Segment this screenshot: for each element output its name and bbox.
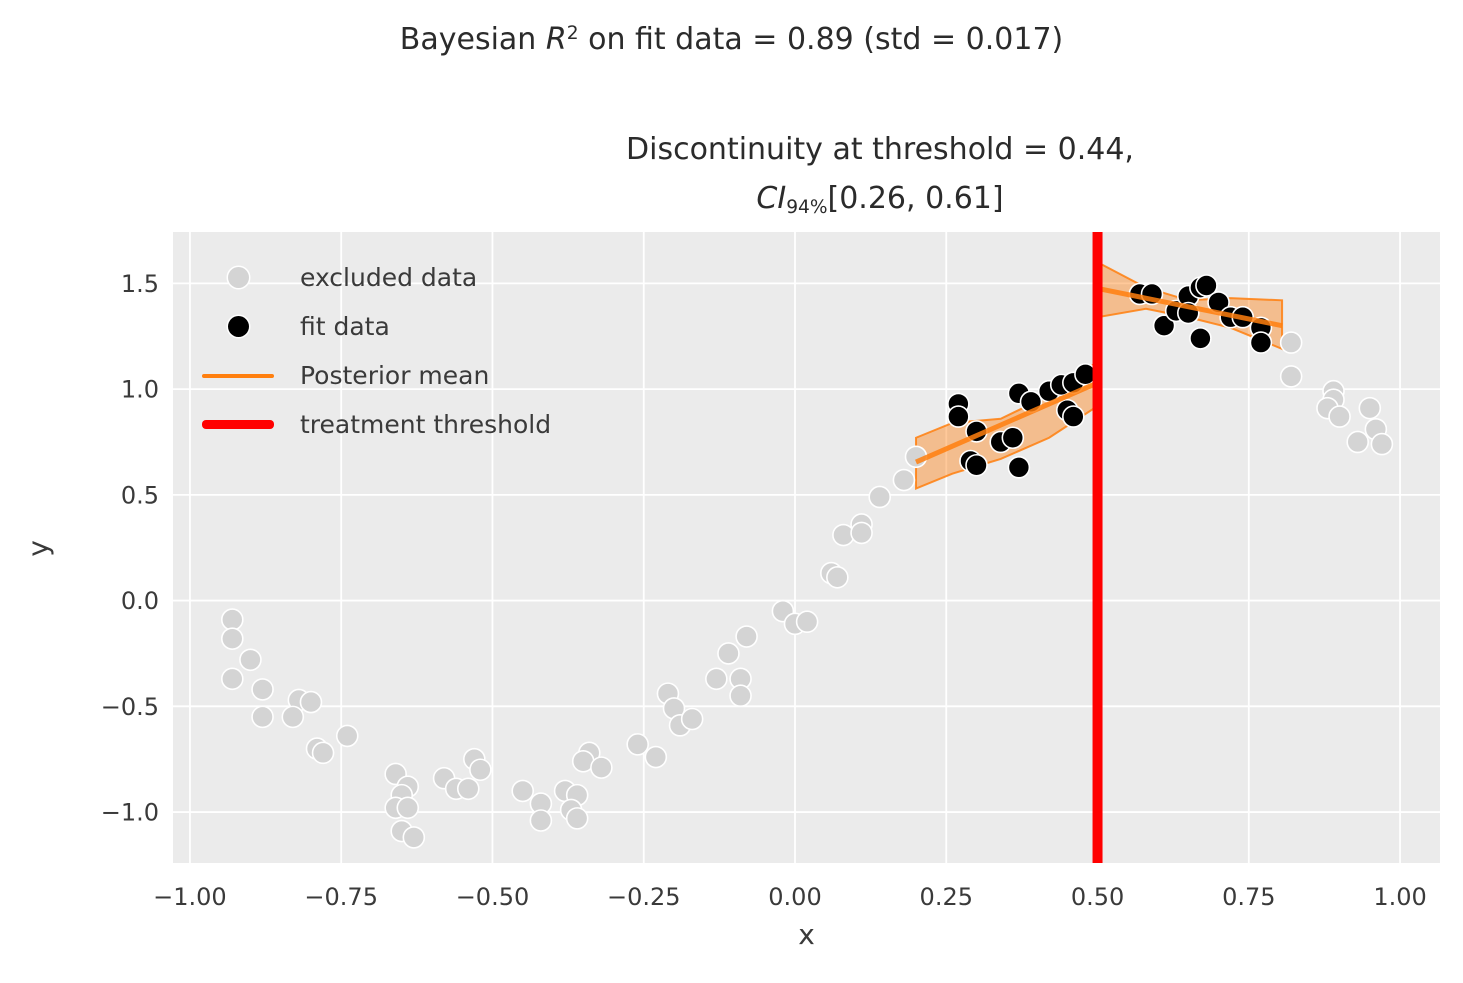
fit-data-point [1007, 456, 1031, 479]
legend-item-fit-data: fit data [202, 302, 551, 351]
legend-label: treatment threshold [300, 410, 552, 439]
excluded-data-point [735, 625, 758, 648]
ci-symbol: CI [756, 181, 787, 216]
excluded-data-point [826, 566, 849, 589]
excluded-data-point [220, 667, 244, 691]
y-tick-label: −1.0 [101, 799, 159, 827]
figure-suptitle: Bayesian R2 on fit data = 0.89 (std = 0.… [0, 22, 1463, 57]
x-tick-label: 0.00 [768, 883, 821, 911]
y-tick-label: 0.0 [121, 587, 159, 615]
excluded-data-point [239, 648, 262, 672]
fit-data-point [1195, 274, 1218, 297]
x-tick-label: −0.50 [456, 883, 530, 911]
fit-data-marker-icon [227, 316, 249, 337]
excluded-data-point [529, 809, 553, 832]
fit-data-point [1189, 327, 1212, 350]
fit-data-point [1249, 331, 1273, 354]
x-tick-label: 1.00 [1373, 883, 1426, 911]
x-axis-label: x [798, 918, 815, 951]
excluded-data-point [281, 705, 305, 729]
excluded-data-point [565, 807, 589, 830]
excluded-data-point [456, 777, 480, 801]
x-tick-label: 0.50 [1071, 883, 1124, 911]
fit-data-point [1152, 314, 1176, 337]
legend-item-excluded-data: excluded data [202, 253, 551, 302]
excluded-data-point [1279, 331, 1303, 354]
x-tick-label: −1.00 [153, 883, 227, 911]
excluded-data-point [892, 468, 916, 492]
excluded-data-point [1328, 405, 1351, 428]
suptitle-rest: on fit data = 0.89 (std = 0.017) [578, 22, 1064, 57]
excluded-data-point [311, 741, 335, 765]
legend: excluded data fit data Posterior mean tr… [202, 253, 551, 449]
excluded-data-point [469, 758, 492, 782]
excluded-data-point [729, 684, 752, 708]
excluded-data-point [396, 796, 420, 820]
posterior-mean-line [1097, 286, 1283, 329]
excluded-data-point [251, 678, 274, 701]
excluded-data-point [402, 826, 426, 849]
excluded-data-point [220, 627, 244, 650]
excluded-data-point [626, 733, 649, 756]
fit-data-point [1001, 426, 1025, 450]
suptitle-variable: R [545, 22, 567, 57]
excluded-data-point [251, 705, 274, 729]
x-tick-label: 0.25 [920, 883, 973, 911]
axes-title-line2: CI94%[0.26, 0.61] [380, 174, 1380, 227]
excluded-data-point [1358, 396, 1382, 420]
legend-item-posterior-mean: Posterior mean [202, 351, 551, 400]
excluded-data-point [220, 608, 244, 631]
excluded-data-point [1346, 430, 1370, 454]
y-tick-label: −0.5 [101, 693, 159, 721]
treatment-threshold-line-icon [202, 420, 274, 429]
fit-data-point [947, 405, 970, 428]
legend-label: Posterior mean [300, 361, 490, 390]
excluded-data-point [868, 485, 892, 509]
excluded-data-point [705, 667, 728, 691]
excluded-data-point [335, 724, 359, 748]
ci-interval: [0.26, 0.61] [827, 181, 1004, 216]
excluded-data-point [1279, 365, 1303, 388]
excluded-data-point [511, 779, 535, 803]
posterior-mean-line-icon [202, 373, 274, 378]
excluded-data-point [644, 745, 668, 769]
posterior-mean-line [915, 380, 1099, 465]
excluded-data-point [680, 707, 704, 731]
legend-label: fit data [300, 312, 390, 341]
excluded-data-point [795, 610, 819, 634]
legend-label: excluded data [300, 263, 478, 292]
y-tick-label: 1.0 [121, 376, 159, 404]
excluded-data-point [717, 642, 740, 665]
plot-background [173, 232, 1440, 863]
x-tick-label: −0.75 [304, 883, 378, 911]
x-tick-label: −0.25 [607, 883, 681, 911]
excluded-data-point [590, 756, 613, 779]
y-axis-label: y [21, 540, 55, 557]
axes-title: Discontinuity at threshold = 0.44, CI94%… [380, 125, 1380, 227]
y-tick-label: 1.5 [121, 270, 159, 298]
suptitle-prefix: Bayesian [399, 22, 546, 57]
excluded-data-point [1370, 432, 1394, 456]
ci-subscript: 94% [786, 197, 828, 219]
fit-data-point [1062, 405, 1085, 428]
y-tick-label: 0.5 [121, 481, 159, 509]
excluded-data-point [850, 521, 873, 545]
suptitle-superscript: 2 [566, 22, 579, 44]
axes-title-line1: Discontinuity at threshold = 0.44, [626, 132, 1134, 167]
excluded-data-point [299, 690, 323, 714]
x-tick-label: 0.75 [1222, 883, 1275, 911]
excluded-data-marker-icon [227, 267, 249, 288]
fit-data-point [965, 453, 988, 477]
legend-item-treatment-threshold: treatment threshold [202, 400, 551, 449]
